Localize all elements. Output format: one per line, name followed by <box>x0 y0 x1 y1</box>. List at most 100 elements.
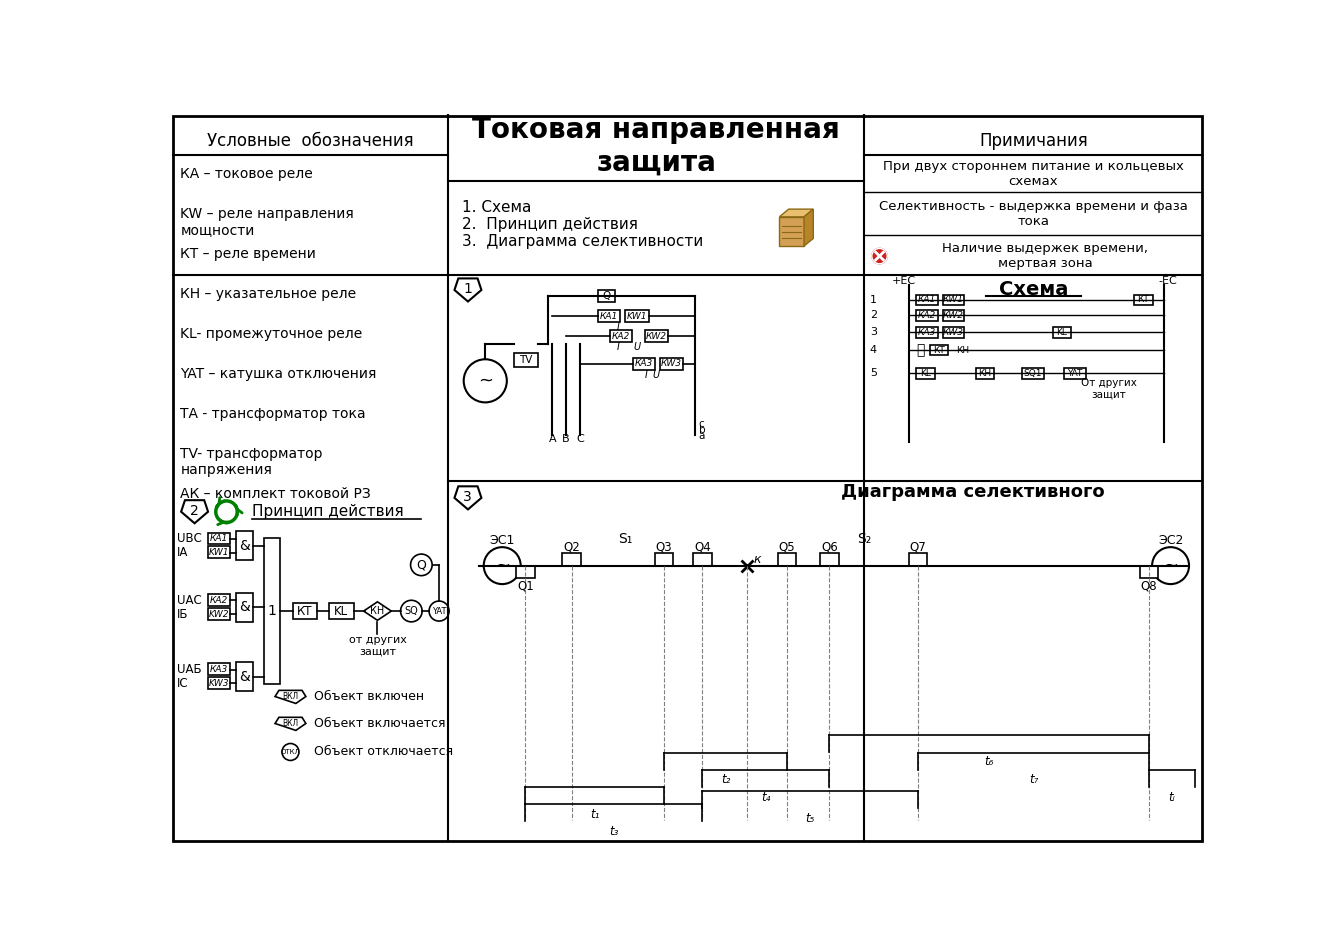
Text: КН: КН <box>957 346 970 354</box>
Text: Селективность - выдержка времени и фаза
тока: Селективность - выдержка времени и фаза … <box>879 200 1188 227</box>
Text: C: C <box>576 435 584 444</box>
Polygon shape <box>455 487 482 509</box>
Text: ЭС1: ЭС1 <box>490 534 515 547</box>
Polygon shape <box>275 717 306 730</box>
Bar <box>514 353 538 367</box>
Text: Токовая направленная
защита: Токовая направленная защита <box>472 116 840 176</box>
Polygon shape <box>364 602 392 620</box>
Text: I: I <box>616 342 619 352</box>
Text: КА2: КА2 <box>612 331 629 341</box>
Text: 1: 1 <box>267 604 276 618</box>
Text: KL: KL <box>334 604 349 617</box>
Text: От других
защит: От других защит <box>1082 378 1137 400</box>
Bar <box>599 310 620 322</box>
Bar <box>778 553 796 565</box>
Text: ЭС2: ЭС2 <box>1158 534 1184 547</box>
Bar <box>263 538 280 685</box>
Text: B: B <box>562 435 570 444</box>
Text: Q8: Q8 <box>1141 580 1157 592</box>
Bar <box>644 330 668 342</box>
Text: Объект включается: Объект включается <box>314 717 446 730</box>
Text: КА3: КА3 <box>635 360 654 368</box>
Bar <box>236 531 252 561</box>
Bar <box>599 290 616 302</box>
Text: KW1: KW1 <box>627 312 647 321</box>
Text: Q1: Q1 <box>517 580 534 592</box>
Bar <box>517 565 534 578</box>
Text: &: & <box>239 670 250 684</box>
Text: АК – комплект токовой РЗ: АК – комплект токовой РЗ <box>180 487 372 501</box>
Text: Диаграмма селективного: Диаграмма селективного <box>841 484 1104 502</box>
Text: КW1: КW1 <box>943 295 964 305</box>
Circle shape <box>411 554 432 576</box>
Text: 1. Схема: 1. Схема <box>462 200 531 215</box>
Bar <box>820 553 839 565</box>
Text: &: & <box>239 600 250 615</box>
Text: от других
защит: от других защит <box>349 634 407 656</box>
Text: 3: 3 <box>463 491 472 504</box>
Text: КН: КН <box>370 606 385 616</box>
Text: tᵢ: tᵢ <box>1169 791 1176 804</box>
Bar <box>329 603 353 618</box>
Bar <box>655 553 674 565</box>
Text: КН – указательное реле: КН – указательное реле <box>180 287 357 301</box>
Text: UВС: UВС <box>177 532 203 545</box>
Text: S₂: S₂ <box>858 531 871 545</box>
Text: KW – реле направления
мощности: KW – реле направления мощности <box>180 206 354 237</box>
Bar <box>1052 327 1071 338</box>
Text: t₂: t₂ <box>721 773 730 786</box>
Text: t₁: t₁ <box>590 808 600 821</box>
Text: KW2: KW2 <box>208 610 229 618</box>
Bar <box>917 327 938 338</box>
Text: КW2: КW2 <box>646 331 667 341</box>
Bar <box>942 310 964 321</box>
Text: TV: TV <box>519 355 533 365</box>
Bar <box>909 553 927 565</box>
Bar <box>208 608 229 619</box>
Text: КА1: КА1 <box>209 534 228 544</box>
Text: КА3: КА3 <box>918 328 937 337</box>
Text: UАС: UАС <box>177 594 203 607</box>
Bar <box>660 358 683 370</box>
Bar <box>917 367 935 379</box>
Text: &: & <box>239 539 250 553</box>
Text: KL- промежуточное реле: KL- промежуточное реле <box>180 327 362 341</box>
Text: t₇: t₇ <box>1029 773 1039 786</box>
Text: ~: ~ <box>1164 557 1178 575</box>
Bar <box>625 310 648 322</box>
Text: 4: 4 <box>870 345 876 355</box>
Text: a: a <box>699 431 705 441</box>
Bar <box>208 532 229 545</box>
Text: ТА - трансформатор тока: ТА - трансформатор тока <box>180 407 366 421</box>
Text: KW3: KW3 <box>208 679 229 688</box>
Text: 3: 3 <box>870 328 876 337</box>
Text: t₄: t₄ <box>761 791 770 804</box>
Text: Q2: Q2 <box>564 541 580 554</box>
Text: YAT: YAT <box>432 607 447 616</box>
Text: I: I <box>644 369 648 380</box>
Text: КА3: КА3 <box>209 665 228 674</box>
Circle shape <box>429 601 450 621</box>
Text: t₃: t₃ <box>609 825 619 838</box>
Text: Q7: Q7 <box>910 541 926 554</box>
Text: Q: Q <box>603 291 611 301</box>
Text: Q6: Q6 <box>821 541 837 554</box>
Text: S₁: S₁ <box>619 531 632 545</box>
Polygon shape <box>455 278 482 301</box>
Bar <box>208 664 229 675</box>
Circle shape <box>483 547 521 584</box>
Text: КА1: КА1 <box>918 295 937 305</box>
Bar <box>633 358 655 370</box>
Text: +ЕС: +ЕС <box>892 276 917 286</box>
Text: КА2: КА2 <box>918 311 937 320</box>
Text: YAT – катушка отключения: YAT – катушка отключения <box>180 367 377 381</box>
Circle shape <box>464 359 507 402</box>
Text: Схема: Схема <box>998 280 1068 299</box>
Text: к: к <box>753 553 761 566</box>
Text: U: U <box>652 369 660 380</box>
Bar <box>208 677 229 688</box>
Text: U: U <box>633 342 640 352</box>
Bar <box>611 330 632 342</box>
Text: KW1: KW1 <box>208 548 229 557</box>
Bar <box>976 367 994 379</box>
